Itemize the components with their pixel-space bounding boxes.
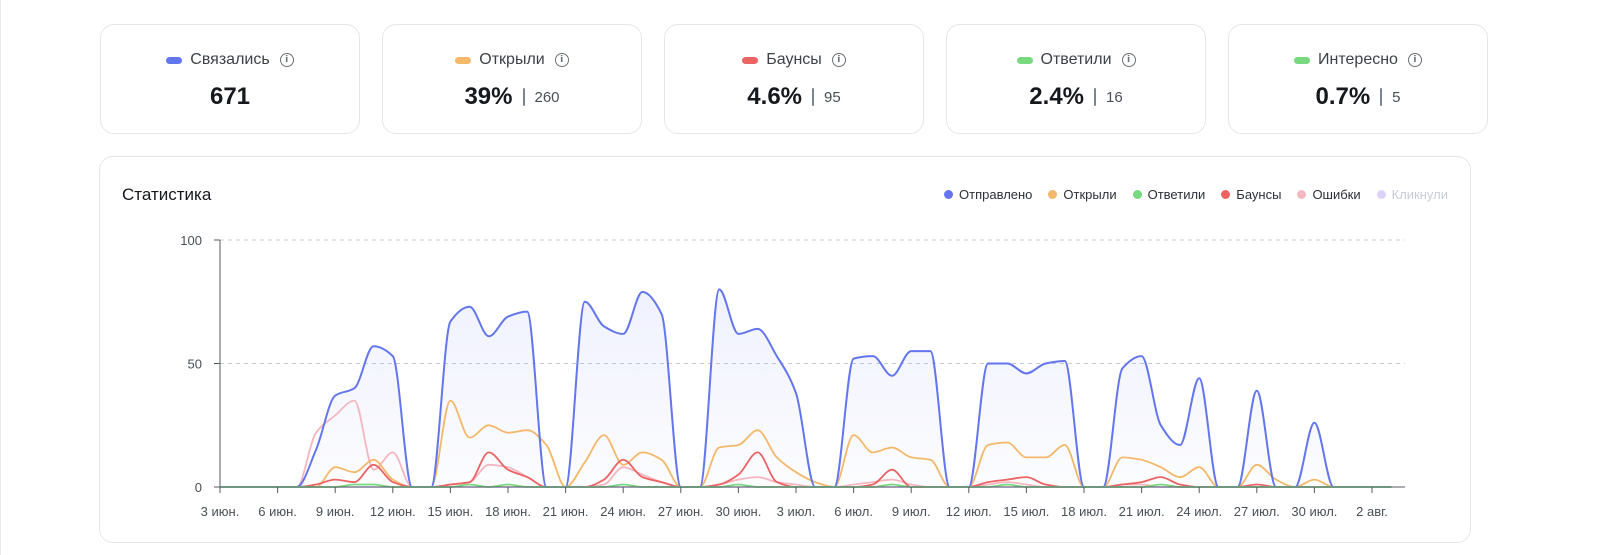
x-tick-label: 27 июл. (1234, 504, 1280, 519)
x-tick-label: 3 июн. (201, 504, 240, 519)
y-tick-label: 50 (188, 357, 202, 372)
legend-dot (944, 190, 954, 199)
legend-label: Ошибки (1312, 187, 1361, 202)
x-tick-label: 18 июл. (1061, 504, 1107, 519)
x-tick-label: 6 июн. (258, 504, 297, 519)
legend-dot (1221, 190, 1231, 199)
x-tick-label: 24 июн. (600, 504, 646, 519)
info-icon[interactable]: i (1121, 53, 1136, 67)
kpi-label: Ответили (1040, 51, 1112, 68)
kpi-value: 4.6% (747, 83, 802, 110)
kpi-separator (1380, 88, 1383, 106)
statistics-chart: 0 50 100 3 июн. 6 июн. 9 июн. 12 июн. 15 июн. 18… (180, 233, 1405, 519)
kpi-color-pill (742, 56, 759, 64)
legend-item-clicked[interactable]: Кликнули (1376, 187, 1448, 202)
kpi-label: Интересно (1318, 51, 1398, 68)
kpi-card-opened: Открыли i 39% 260 (382, 24, 642, 134)
statistics-chart-card: Статистика Отправлено Открыли Ответили Б… (99, 156, 1471, 543)
legend-dot (1376, 190, 1386, 199)
kpi-count: 95 (824, 88, 841, 106)
legend-dot (1132, 190, 1142, 199)
y-tick-label: 100 (180, 233, 202, 248)
x-tick-label: 24 июл. (1176, 504, 1222, 519)
legend-item-sent[interactable]: Отправлено (944, 187, 1032, 202)
kpi-label: Баунсы (766, 51, 822, 68)
kpi-card-replied: Ответили i 2.4% 16 (946, 24, 1206, 134)
series-area-sent (220, 289, 1392, 487)
y-tick-label: 0 (195, 480, 202, 495)
kpi-card-contacted: Связались i 671 (100, 24, 360, 134)
legend-item-errors[interactable]: Ошибки (1297, 187, 1361, 202)
kpi-count: 16 (1106, 88, 1123, 106)
x-tick-label: 15 июн. (427, 504, 473, 519)
x-tick-label: 30 июл. (1291, 504, 1337, 519)
x-tick-label: 9 июн. (316, 504, 355, 519)
legend-dot (1297, 190, 1307, 199)
chart-title: Статистика (122, 185, 212, 204)
x-tick-label: 12 июл. (946, 504, 992, 519)
kpi-count: 5 (1392, 88, 1401, 106)
kpi-label: Связались (190, 51, 270, 68)
kpi-color-pill (1294, 56, 1311, 64)
kpi-color-pill (455, 56, 472, 64)
page-left-border (0, 0, 1, 555)
legend-item-bounces[interactable]: Баунсы (1221, 187, 1281, 202)
kpi-value: 671 (209, 83, 251, 110)
x-tick-label: 21 июл. (1119, 504, 1165, 519)
kpi-label: Открыли (479, 51, 545, 68)
x-tick-label: 27 июн. (658, 504, 704, 519)
kpi-value: 39% (464, 83, 513, 110)
kpi-separator (522, 88, 525, 106)
kpi-cards: Связались i 671 Открыли i 39% 260 Баунсы… (100, 24, 1488, 134)
x-tick-label: 2 авг. (1356, 504, 1388, 519)
kpi-card-bounces: Баунсы i 4.6% 95 (664, 24, 924, 134)
kpi-value: 2.4% (1029, 83, 1084, 110)
kpi-count: 260 (534, 88, 560, 106)
x-tick-label: 18 июн. (485, 504, 531, 519)
x-tick-label: 30 июн. (715, 504, 761, 519)
x-tick-label: 15 июл. (1003, 504, 1049, 519)
x-tick-label: 9 июл. (892, 504, 931, 519)
x-tick-label: 21 июн. (543, 504, 589, 519)
info-icon[interactable]: i (1407, 53, 1422, 67)
kpi-card-interested: Интересно i 0.7% 5 (1228, 24, 1488, 134)
kpi-separator (1094, 88, 1096, 106)
info-icon[interactable]: i (831, 53, 846, 67)
legend-label: Открыли (1063, 187, 1117, 202)
x-tick-label: 3 июл. (777, 504, 816, 519)
kpi-value: 0.7% (1315, 83, 1371, 110)
legend-label: Ответили (1147, 187, 1206, 202)
legend-label: Кликнули (1391, 187, 1448, 202)
kpi-separator (812, 88, 814, 106)
legend-label: Баунсы (1236, 187, 1282, 202)
legend-item-replied[interactable]: Ответили (1132, 187, 1206, 202)
legend-label: Отправлено (959, 187, 1033, 202)
legend-item-opened[interactable]: Открыли (1048, 187, 1117, 202)
legend-dot (1048, 190, 1058, 199)
chart-legend: Отправлено Открыли Ответили Баунсы Ошибк… (944, 187, 1448, 202)
info-icon[interactable]: i (554, 53, 569, 67)
x-tick-label: 6 июл. (834, 504, 873, 519)
kpi-color-pill (166, 56, 183, 64)
kpi-color-pill (1016, 56, 1033, 64)
info-icon[interactable]: i (279, 53, 294, 67)
x-tick-label: 12 июн. (370, 504, 416, 519)
